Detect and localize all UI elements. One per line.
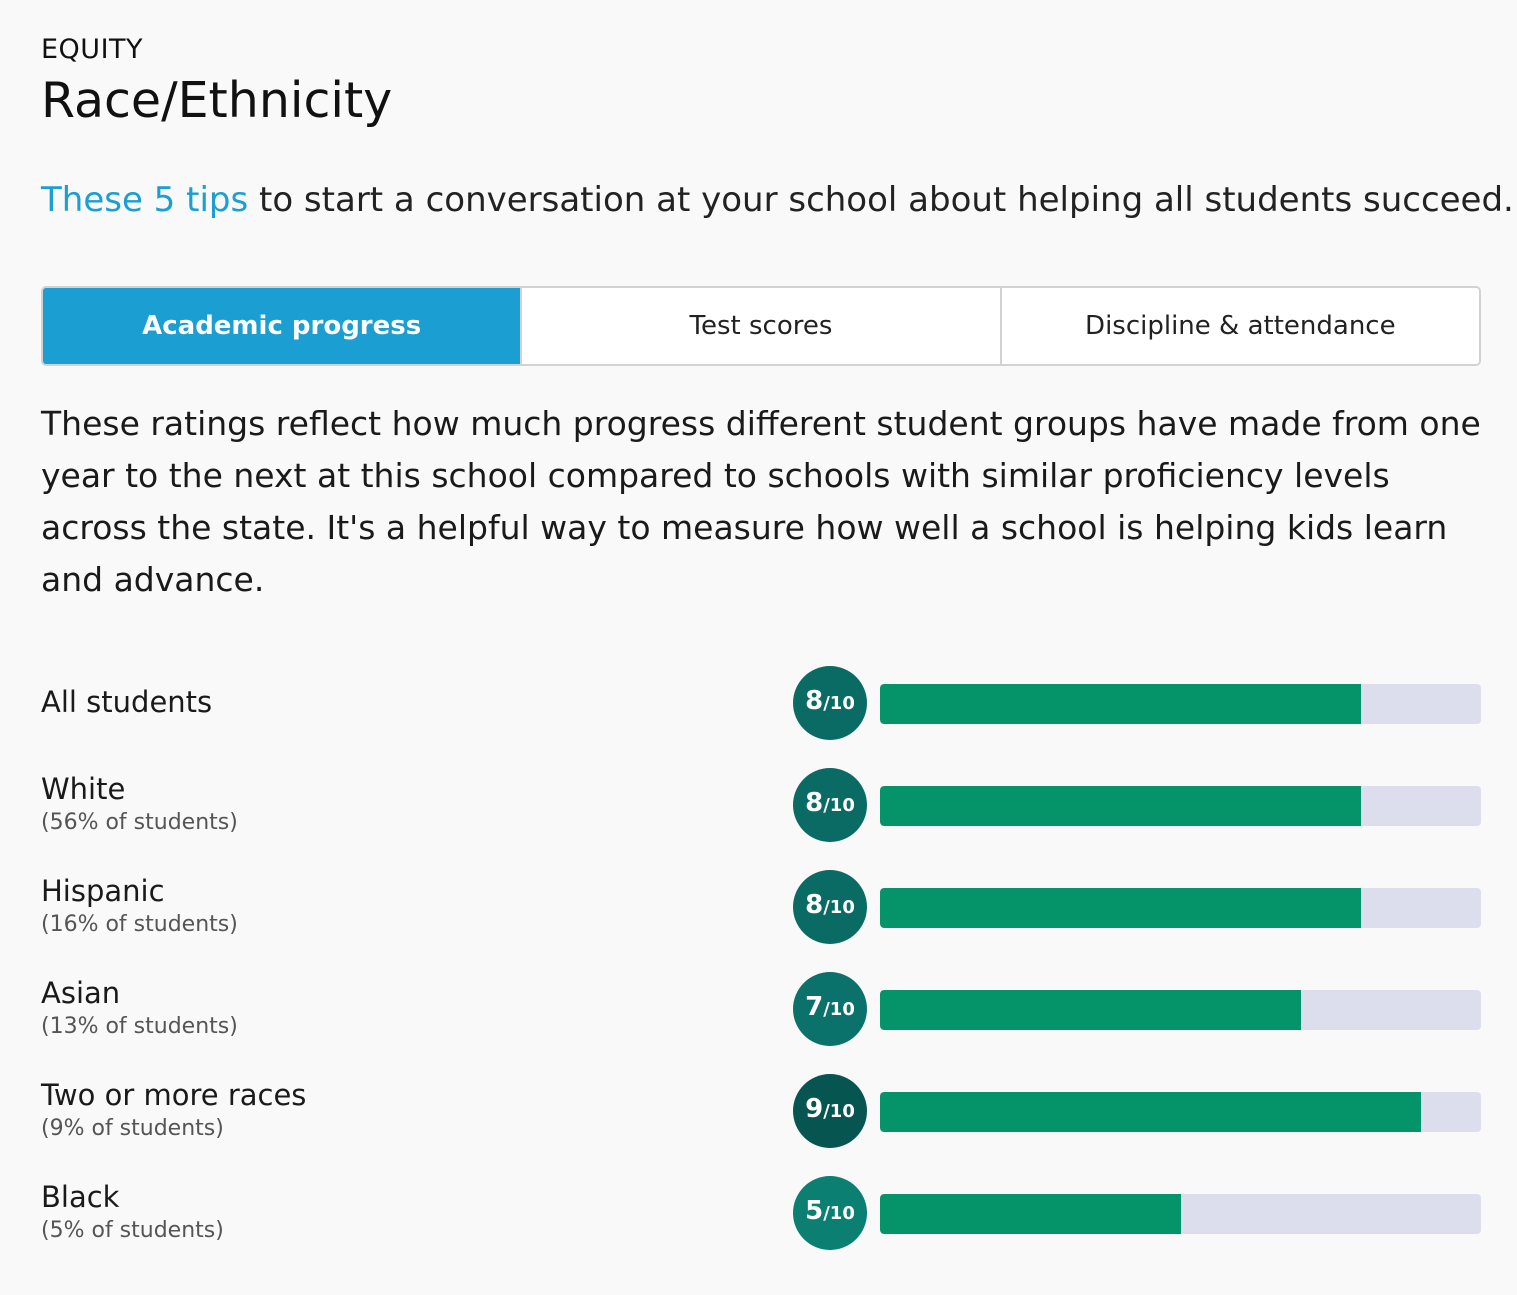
section-eyebrow: EQUITY [41, 34, 144, 65]
section-title: Race/Ethnicity [41, 72, 393, 129]
rating-value: 8 [805, 890, 824, 920]
tab-discipline-attendance[interactable]: Discipline & attendance [1001, 288, 1479, 364]
rating-badge: 8/10 [793, 666, 867, 740]
rating-denominator: /10 [823, 999, 855, 1020]
rating-value: 9 [805, 1094, 824, 1124]
tips-rest: to start a conversation at your school a… [248, 180, 1514, 220]
group-percent: (16% of students) [41, 912, 238, 937]
ratings-description: These ratings reflect how much progress … [41, 404, 1481, 599]
tips-link[interactable]: These 5 tips [41, 180, 249, 220]
rating-row: Two or more races (9% of students) 9/10 [41, 1071, 1481, 1173]
tab-test-scores[interactable]: Test scores [522, 288, 1002, 364]
rating-denominator: /10 [823, 897, 855, 918]
rating-value: 5 [805, 1196, 824, 1226]
rating-badge: 9/10 [793, 1074, 867, 1148]
rating-badge: 8/10 [793, 870, 867, 944]
group-name: Hispanic [41, 874, 165, 908]
rating-bar-track [880, 684, 1481, 724]
rating-badge: 5/10 [793, 1176, 867, 1250]
rating-value: 7 [805, 992, 824, 1022]
rating-value: 8 [805, 686, 824, 716]
tab-bar: Academic progress Test scores Discipline… [41, 286, 1481, 366]
group-name: Asian [41, 976, 121, 1010]
rating-row: White (56% of students) 8/10 [41, 765, 1481, 867]
rating-row: Hispanic (16% of students) 8/10 [41, 867, 1481, 969]
rating-bar-track [880, 786, 1481, 826]
rating-denominator: /10 [823, 1203, 855, 1224]
group-name: Two or more races [41, 1078, 307, 1112]
group-name: White [41, 772, 126, 806]
rating-badge: 8/10 [793, 768, 867, 842]
rating-bar-track [880, 1092, 1481, 1132]
tips-text: These 5 tips to start a conversation at … [41, 180, 1514, 220]
group-percent: (5% of students) [41, 1218, 224, 1243]
rating-row: Asian (13% of students) 7/10 [41, 969, 1481, 1071]
rating-bar-track [880, 1194, 1481, 1234]
rating-bar-fill [880, 888, 1361, 928]
ratings-list: All students 8/10 White (56% of students… [41, 663, 1481, 1275]
rating-bar-fill [880, 786, 1361, 826]
rating-denominator: /10 [823, 693, 855, 714]
rating-bar-track [880, 888, 1481, 928]
rating-bar-fill [880, 684, 1361, 724]
group-percent: (9% of students) [41, 1116, 224, 1141]
rating-bar-track [880, 990, 1481, 1030]
group-name: Black [41, 1180, 120, 1214]
rating-denominator: /10 [823, 795, 855, 816]
group-name: All students [41, 685, 213, 719]
group-percent: (56% of students) [41, 810, 238, 835]
rating-bar-fill [880, 1092, 1421, 1132]
rating-denominator: /10 [823, 1101, 855, 1122]
rating-row: All students 8/10 [41, 663, 1481, 765]
group-percent: (13% of students) [41, 1014, 238, 1039]
rating-value: 8 [805, 788, 824, 818]
tab-academic-progress[interactable]: Academic progress [43, 288, 523, 364]
rating-bar-fill [880, 990, 1301, 1030]
rating-bar-fill [880, 1194, 1181, 1234]
rating-badge: 7/10 [793, 972, 867, 1046]
rating-row: Black (5% of students) 5/10 [41, 1173, 1481, 1275]
